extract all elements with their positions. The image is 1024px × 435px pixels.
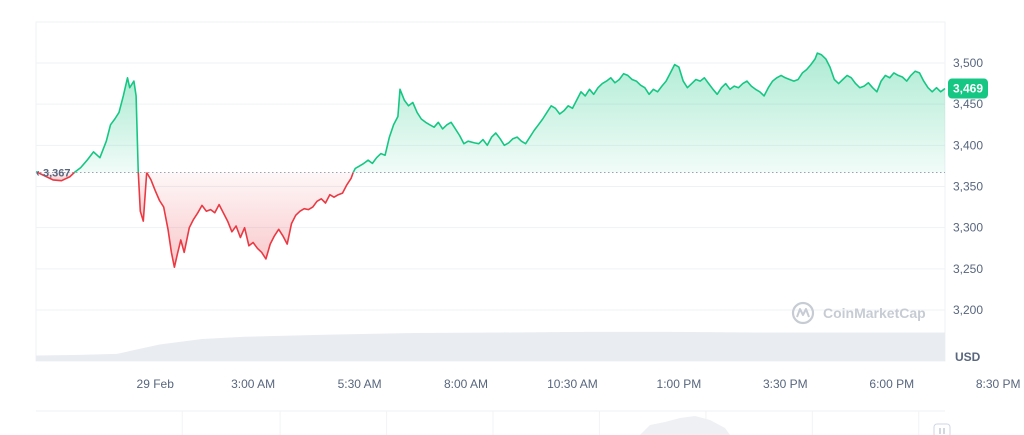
x-tick-label: 10:30 AM [547,377,598,391]
x-tick-label: 3:00 AM [231,377,275,391]
current-price-badge: 3,469 [948,78,988,99]
x-tick-label: 5:30 AM [338,377,382,391]
x-tick-label: 3:30 PM [763,377,808,391]
navigator-mini-series [640,416,730,435]
y-tick-label: 3,400 [953,138,983,152]
x-tick-label: 29 Feb [137,377,175,391]
baseline-label: 3,367 [43,168,71,180]
y-tick-label: 3,450 [953,97,983,111]
price-line[interactable] [35,52,946,268]
currency-label: USD [955,350,981,364]
y-tick-label: 3,500 [953,56,983,70]
baseline-tag: ‹ 3,367 [36,168,71,180]
x-tick-label: 8:00 AM [444,377,488,391]
navigator-gridlines [181,411,920,435]
y-tick-label: 3,250 [953,262,983,276]
y-tick-label: 3,350 [953,180,983,194]
current-price-badge-bg [948,78,988,99]
y-tick-label: 3,200 [953,303,983,317]
navigator-strip[interactable] [36,410,1024,435]
x-tick-label: 6:00 PM [869,377,914,391]
price-line-up-segment[interactable] [352,52,946,173]
x-tick-label: 1:00 PM [657,377,702,391]
coinmarketcap-logo-mark [796,308,810,318]
y-axis: 3,500 3,450 3,400 3,350 3,300 3,250 3,200 [953,56,983,317]
baseline-arrow-icon: ‹ [36,168,40,180]
area-above-baseline [353,53,945,173]
price-area [36,53,945,268]
y-tick-label: 3,300 [953,221,983,235]
current-price-label: 3,469 [953,82,983,96]
volume-bars [36,331,945,361]
area-below-baseline [146,172,354,268]
price-line-down-segment[interactable] [137,172,148,222]
area-above-baseline [74,77,139,173]
volume-area [36,331,945,361]
price-line-up-segment[interactable] [73,77,140,174]
watermark: CoinMarketCap [791,301,926,325]
price-line-down-segment[interactable] [146,172,354,268]
x-tick-label: 8:30 PM [976,377,1021,391]
watermark-text: CoinMarketCap [823,305,926,321]
x-axis: 29 Feb 3:00 AM 5:30 AM 8:00 AM 10:30 AM 1:00 … [137,377,1021,391]
price-line-down-segment[interactable] [37,171,75,182]
navigator-handle-icon[interactable] [933,423,951,435]
coinmarketcap-logo-icon [791,301,815,325]
